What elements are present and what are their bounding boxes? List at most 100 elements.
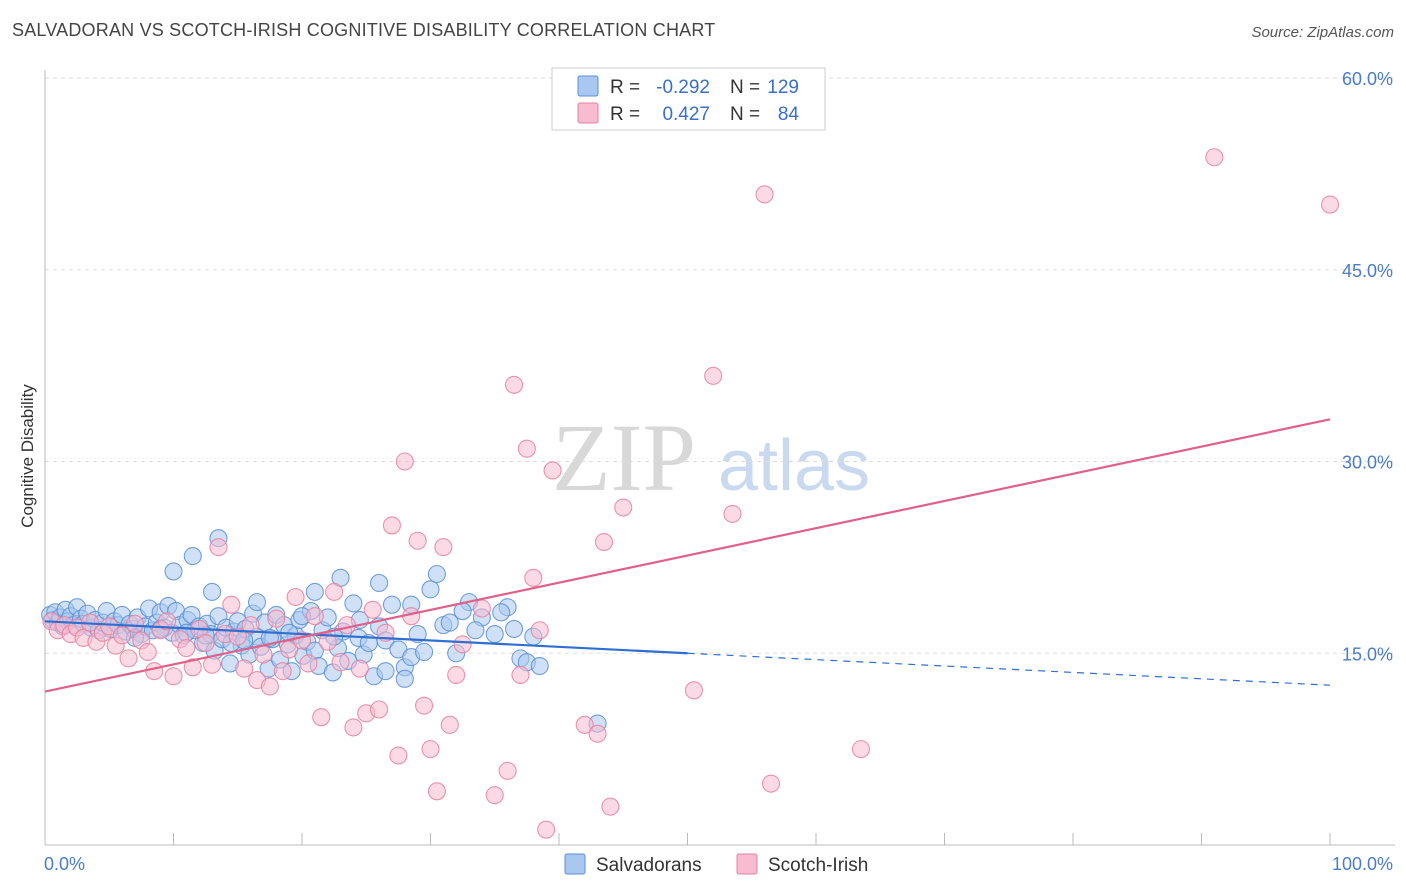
scotch-irish-point (119, 649, 138, 668)
scotch-irish-point (851, 740, 871, 759)
salvadoran-point (376, 662, 395, 681)
x-axis-ticks (44, 833, 1331, 845)
scotch-irish-point (363, 600, 382, 619)
scotch-irish-point (504, 375, 524, 394)
salvadoran-point (492, 603, 511, 622)
bottom-legend-swatch-scotch-irish (736, 853, 758, 875)
legend-swatch-scotch-irish (577, 102, 599, 124)
scotch-irish-point (723, 504, 742, 523)
legend-r-label-0: R = (610, 77, 640, 98)
scotch-irish-point (125, 614, 144, 633)
salvadoran-point (466, 621, 485, 640)
scotch-irish-point (145, 662, 164, 681)
scotch-irish-point (370, 700, 389, 719)
scotch-irish-point (241, 616, 260, 635)
scotch-irish-point (177, 639, 196, 658)
scotch-irish-point (530, 621, 549, 640)
scotch-irish-point (434, 538, 453, 557)
scotch-irish-point (1320, 195, 1340, 214)
scotch-irish-point (472, 599, 491, 618)
trend-lines (44, 418, 1331, 693)
salvadoran-point (305, 582, 324, 601)
scotch-irish-point (440, 715, 459, 734)
scotch-irish-point (203, 655, 222, 674)
salvadoran-point (415, 642, 434, 662)
trend-line-salvadorans (44, 620, 688, 655)
watermark-zip: ZIP (552, 404, 696, 511)
scotch-irish-point (325, 582, 344, 601)
legend-n-label-1: N = (730, 104, 760, 125)
legend-n-value-0: 129 (767, 77, 799, 98)
scotch-irish-point (517, 439, 536, 458)
scotch-irish-point (235, 659, 254, 678)
scotch-irish-point (427, 782, 446, 801)
salvadoran-point (203, 582, 222, 601)
scotch-irish-point (138, 642, 157, 662)
scotch-irish-point (267, 609, 286, 628)
salvadoran-point (530, 656, 549, 676)
scotch-irish-point (511, 665, 530, 685)
y-tick-label: 30.0% (1342, 453, 1393, 473)
legend-n-value-1: 84 (778, 104, 800, 125)
chart-title: SALVADORAN VS SCOTCH-IRISH COGNITIVE DIS… (12, 20, 716, 40)
legend-n-label-0: N = (730, 77, 760, 98)
scotch-irish-point (305, 607, 324, 626)
salvadoran-point (440, 613, 459, 632)
legend-box: R = -0.292 N = 129 R = 0.427 N = 84 (551, 67, 826, 131)
scotch-irish-point (524, 568, 543, 587)
y-tick-label: 45.0% (1342, 261, 1393, 281)
scotch-irish-point (1205, 148, 1224, 167)
salvadoran-point (344, 594, 363, 613)
scotch-irish-point (485, 786, 504, 805)
legend-r-label-1: R = (610, 104, 640, 125)
salvadoran-point (485, 625, 504, 644)
salvadoran-point (421, 580, 440, 599)
scotch-irish-point (312, 708, 331, 727)
scotch-irish-point (254, 645, 273, 664)
y-tick-labels: 15.0% 30.0% 45.0% 60.0% (1342, 69, 1393, 664)
y-tick-label: 15.0% (1342, 644, 1393, 664)
scotch-irish-point (543, 461, 562, 480)
watermark-atlas: atlas (718, 426, 870, 506)
scotch-irish-point (389, 746, 408, 765)
scotch-irish-point (408, 531, 427, 550)
trend-line-salvadorans-extension (687, 652, 1331, 686)
scotch-irish-point (222, 595, 241, 614)
y-axis-title: Cognitive Disability (18, 384, 37, 528)
scotch-irish-point (318, 632, 337, 651)
scotch-irish-point (183, 658, 202, 677)
scotch-irish-point (453, 635, 472, 654)
scotch-irish-point (337, 616, 357, 635)
scotch-irish-point (286, 587, 305, 607)
scotch-irish-point (350, 659, 369, 678)
scotch-irish-point (331, 653, 350, 672)
y-tick-label: 60.0% (1342, 69, 1393, 89)
salvadoran-point (427, 564, 446, 584)
scotch-irish-point (761, 774, 781, 793)
bottom-legend-label-salvadorans: Salvadorans (596, 855, 702, 876)
trend-line-scotch-irish (44, 418, 1331, 693)
scotch-irish-point (100, 617, 119, 636)
scotch-irish-point (684, 681, 703, 700)
scotch-irish-point (447, 665, 466, 685)
salvadoran-point (504, 619, 524, 639)
legend-r-value-0: -0.292 (656, 77, 710, 98)
salvadoran-point (183, 547, 202, 566)
scotch-irish-point (228, 627, 247, 646)
scotch-irish-point (594, 532, 614, 552)
scotch-irish-point (196, 633, 215, 653)
scotch-irish-point (588, 724, 607, 743)
scotch-irish-point (344, 718, 363, 737)
scotch-irish-point (260, 677, 279, 696)
scotch-irish-point (113, 626, 132, 645)
bottom-legend: Salvadorans Scotch-Irish (564, 853, 868, 876)
salvadoran-point (247, 593, 267, 612)
bottom-legend-label-scotch-irish: Scotch-Irish (768, 855, 868, 876)
gridlines (45, 77, 1395, 654)
scotch-irish-point (575, 715, 594, 734)
scotch-irish-point (158, 612, 177, 631)
x-tick-label-max: 100.0% (1332, 854, 1393, 874)
scotch-irish-point (164, 667, 183, 686)
legend-r-value-1: 0.427 (662, 104, 710, 125)
